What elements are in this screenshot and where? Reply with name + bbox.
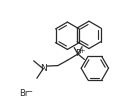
Text: +: + xyxy=(79,48,84,54)
Text: Br: Br xyxy=(20,90,29,98)
Text: N: N xyxy=(40,64,47,73)
Text: P: P xyxy=(75,49,81,59)
Text: −: − xyxy=(26,89,32,95)
